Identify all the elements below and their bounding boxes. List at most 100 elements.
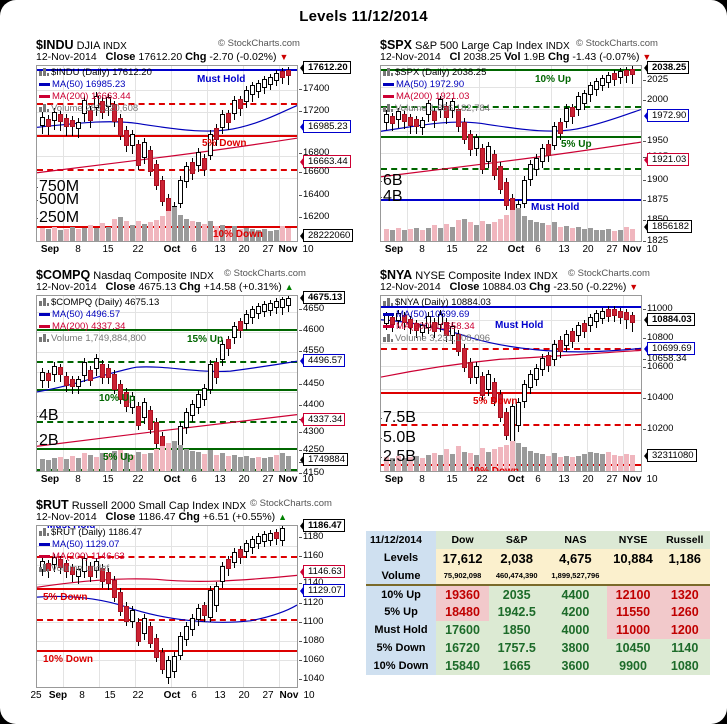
volume-nyse xyxy=(606,567,660,585)
gridline xyxy=(551,296,552,471)
candle xyxy=(480,66,485,241)
volume-bar xyxy=(516,208,521,241)
candle xyxy=(558,296,563,471)
volume-bar xyxy=(558,227,563,241)
candle xyxy=(606,296,611,471)
x-tick: 13 xyxy=(214,690,226,701)
candle xyxy=(468,66,473,241)
y-label-ma200: 1146.63 xyxy=(300,565,345,578)
annotation-10-down: 10% Down xyxy=(43,654,94,665)
row-label-must-hold: Must Hold xyxy=(366,621,437,639)
volume-bar xyxy=(462,452,467,471)
x-tick: 8 xyxy=(79,690,85,701)
candle xyxy=(208,526,213,687)
volume-tick: 4B xyxy=(37,407,59,424)
volume-bar xyxy=(256,230,261,241)
volume-bar xyxy=(564,226,569,241)
volume-bar xyxy=(552,222,557,241)
volume-bar xyxy=(112,451,117,471)
candle xyxy=(432,66,437,241)
gridline xyxy=(63,526,64,687)
volume-bar xyxy=(46,229,51,241)
row-label-10-up: 10% Up xyxy=(366,584,437,603)
y-label-volume: 1856182 xyxy=(644,220,692,233)
candle xyxy=(136,296,141,471)
y-label-ma50: 1129.07 xyxy=(300,584,345,597)
gridline xyxy=(279,296,280,471)
volume-tick: 500M xyxy=(37,191,80,208)
y-label-current: 10884.03 xyxy=(644,313,695,326)
volume-bar xyxy=(274,455,279,471)
cell-5up-nas: 4200 xyxy=(544,603,607,621)
gridline xyxy=(37,112,297,113)
index-tag: INDX xyxy=(189,271,214,282)
candle xyxy=(588,66,593,241)
symbol-desc: NYSE Composite Index xyxy=(415,270,531,282)
candle xyxy=(232,66,237,241)
candle xyxy=(498,66,503,241)
candle xyxy=(456,66,461,241)
candle xyxy=(582,296,587,471)
candle xyxy=(618,296,623,471)
five-pct-down-dashed xyxy=(37,103,297,105)
x-tick: Oct xyxy=(163,474,181,485)
quote-label: Close xyxy=(105,51,136,63)
x-tick: 6 xyxy=(535,474,541,485)
x-tick: Nov xyxy=(278,474,298,485)
gridline xyxy=(37,603,297,604)
candle xyxy=(384,66,389,241)
volume-bar xyxy=(396,456,401,471)
legend-ma50: MA(50) 10699.69 xyxy=(383,309,469,320)
quote-value: 10884.03 xyxy=(482,281,527,293)
volume-subpanel xyxy=(381,201,641,241)
volume-bar xyxy=(396,228,401,241)
x-axis-spx: Sep 8 15 22 Oct 6 13 20 27 Nov 10 xyxy=(380,244,658,258)
volume-bar xyxy=(100,453,105,471)
gridline xyxy=(37,134,297,135)
annotation-5-up: 5% Up xyxy=(103,452,134,463)
volume-bar xyxy=(456,220,461,241)
candle xyxy=(190,296,195,471)
volume-bar xyxy=(184,219,189,241)
table-row-volume: Volume 75,902,098 460,474,390 1,899,527,… xyxy=(366,567,710,585)
x-tick: 13 xyxy=(558,244,570,255)
candle xyxy=(558,66,563,241)
volume-bar xyxy=(444,224,449,241)
candle xyxy=(214,66,219,241)
candle xyxy=(268,66,273,241)
volume-bar xyxy=(268,231,273,241)
candle xyxy=(426,66,431,241)
quote-date: 12-Nov-2014 xyxy=(36,51,97,63)
must-hold-line xyxy=(381,306,641,308)
chg-label: Chg xyxy=(178,511,200,523)
ma50-swatch-icon xyxy=(39,312,50,316)
y-tick: 16400 xyxy=(298,189,330,200)
x-tick: 22 xyxy=(132,244,144,255)
cell-10down-dow: 15840 xyxy=(436,657,490,675)
candle xyxy=(534,296,539,471)
chart-quote-line: 12-Nov-2014 Close 10884.03 Chg -23.50 (-… xyxy=(380,281,638,293)
gridline xyxy=(171,296,172,471)
volume-bar xyxy=(184,449,189,471)
candle xyxy=(58,66,63,241)
y-tick: 1950 xyxy=(642,135,669,146)
y-tick: 10200 xyxy=(642,423,674,434)
chart-panel-indu: $INDU DJIA INDX © StockCharts.com 12-Nov… xyxy=(36,38,354,260)
ma50-swatch-icon xyxy=(383,82,394,86)
x-tick: 10 xyxy=(302,474,314,485)
candlestick-icon xyxy=(39,298,49,307)
candle xyxy=(474,296,479,471)
volume-icon xyxy=(383,334,393,343)
volume-bar xyxy=(438,455,443,471)
candle xyxy=(462,66,467,241)
candle xyxy=(564,296,569,471)
must-hold-line xyxy=(37,69,297,71)
volume-bar xyxy=(558,457,563,471)
volume-bar xyxy=(208,221,213,241)
volume-bar xyxy=(468,453,473,471)
volume-bar xyxy=(280,226,285,241)
chg-label: Chg xyxy=(548,51,570,63)
chg-value: -2.70 (-0.02%) xyxy=(209,51,277,63)
candle xyxy=(588,296,593,471)
chg-direction-icon: ▼ xyxy=(642,52,652,62)
